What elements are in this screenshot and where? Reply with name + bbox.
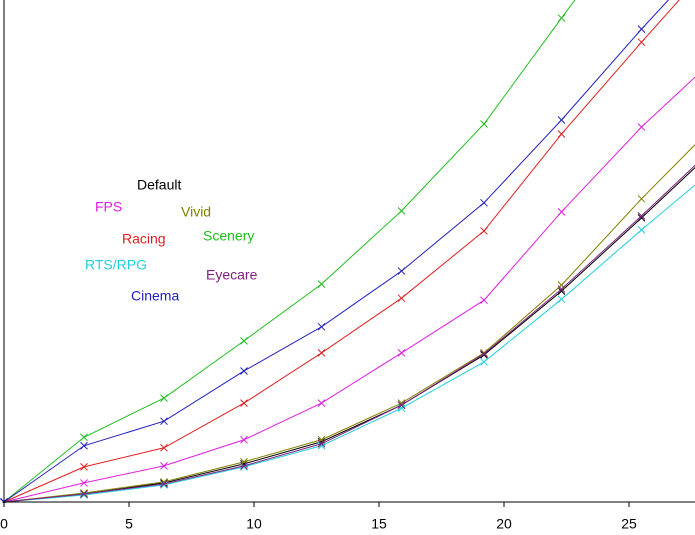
point-marker	[557, 116, 566, 124]
point-marker	[637, 214, 646, 222]
legend-label: Cinema	[131, 288, 179, 304]
legend-label: Vivid	[181, 204, 211, 220]
point-marker	[317, 399, 326, 407]
point-marker	[557, 281, 566, 289]
series-line	[3, 0, 680, 503]
point-marker	[397, 401, 406, 409]
x-tick-label: 20	[496, 516, 512, 532]
point-marker	[317, 441, 326, 450]
point-marker	[160, 462, 168, 470]
point-marker	[240, 463, 248, 471]
point-marker	[637, 194, 646, 203]
point-marker	[240, 399, 248, 407]
point-marker	[240, 367, 248, 375]
point-marker	[637, 226, 646, 234]
point-marker	[480, 120, 488, 128]
x-tick-label: 10	[246, 516, 262, 532]
point-marker	[160, 443, 168, 452]
point-marker	[80, 463, 88, 471]
point-marker	[557, 287, 566, 296]
point-marker	[557, 207, 566, 216]
point-marker	[637, 25, 646, 33]
point-marker	[557, 130, 566, 138]
series-line	[3, 76, 695, 503]
point-marker	[397, 294, 406, 303]
point-marker	[80, 479, 88, 487]
legend-label: Default	[137, 177, 181, 193]
point-marker	[637, 212, 646, 220]
x-tick-label: 15	[371, 516, 387, 532]
point-marker	[480, 227, 488, 235]
point-marker	[397, 349, 406, 357]
point-marker	[397, 267, 406, 275]
point-marker	[397, 206, 406, 215]
point-marker	[637, 38, 646, 47]
series-line	[3, 144, 695, 503]
x-tick-label: 25	[621, 516, 637, 532]
point-marker	[480, 350, 488, 358]
point-marker	[160, 480, 168, 488]
legend-label: Eyecare	[206, 267, 258, 283]
x-tick-label: 5	[125, 516, 133, 532]
point-marker	[317, 439, 326, 448]
point-marker	[480, 358, 488, 366]
point-marker	[557, 14, 566, 22]
point-marker	[160, 417, 168, 426]
legend-label: RTS/RPG	[85, 257, 147, 273]
point-marker	[317, 322, 326, 331]
point-marker	[160, 394, 168, 402]
point-marker	[637, 123, 646, 131]
point-marker	[80, 490, 88, 498]
point-marker	[240, 337, 248, 345]
point-marker	[160, 481, 168, 489]
series-line	[3, 167, 695, 503]
series-line	[3, 0, 576, 503]
series-line	[3, 164, 695, 503]
series-line	[3, 184, 695, 503]
x-tick-label: 0	[0, 516, 8, 532]
plot-area	[0, 0, 695, 503]
point-marker	[480, 198, 488, 207]
legend-label: Scenery	[203, 228, 254, 244]
point-marker	[80, 441, 88, 450]
legend-label: Racing	[122, 231, 166, 247]
point-marker	[240, 462, 248, 470]
point-marker	[557, 295, 566, 304]
legend-label: FPS	[95, 199, 122, 215]
point-marker	[240, 435, 248, 444]
point-marker	[480, 296, 488, 305]
point-marker	[80, 433, 88, 442]
point-marker	[317, 349, 326, 357]
point-marker	[80, 491, 88, 499]
series-line	[3, 0, 670, 503]
point-marker	[317, 280, 326, 288]
point-marker	[557, 285, 566, 294]
